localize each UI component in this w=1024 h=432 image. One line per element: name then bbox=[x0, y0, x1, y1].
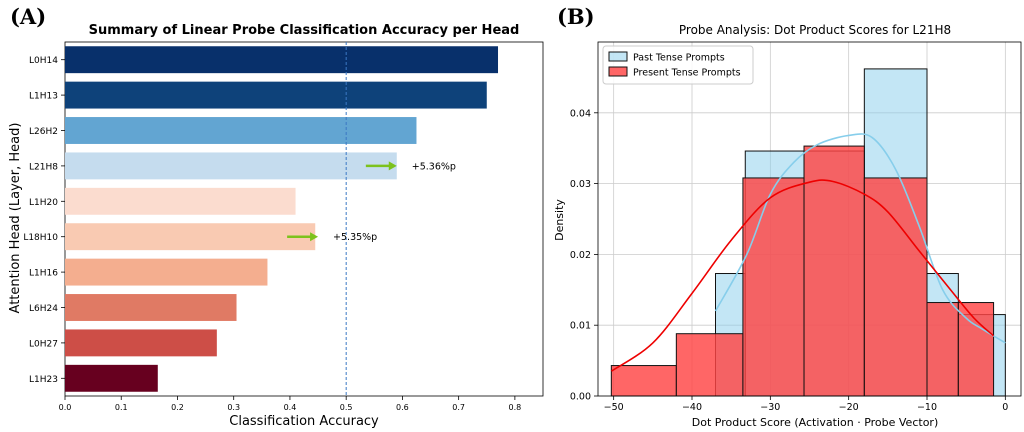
x-tick-label: 0.4 bbox=[284, 403, 297, 412]
y-tick-label-l18h10: L18H10 bbox=[23, 233, 58, 243]
bar-l26h2 bbox=[65, 117, 417, 144]
x-tick-label: 0.3 bbox=[227, 403, 240, 412]
left-plot-frame bbox=[64, 41, 544, 397]
panel-label-b: (B) bbox=[557, 4, 595, 29]
left-chart-ylabel: Attention Head (Layer, Head) bbox=[8, 123, 23, 314]
panel-label-a: (A) bbox=[10, 4, 47, 29]
y-tick-label-l26h2: L26H2 bbox=[29, 127, 58, 137]
bar-l0h27 bbox=[65, 329, 217, 357]
improvement-label: +5.35%p bbox=[333, 232, 377, 243]
x-tick-label: 0.1 bbox=[115, 403, 128, 412]
bar-l1h20 bbox=[65, 187, 296, 215]
bar-l0h14 bbox=[65, 46, 499, 74]
bar-l18h10 bbox=[65, 223, 316, 251]
y-tick-label-l6h24: L6H24 bbox=[29, 304, 58, 314]
x-tick-label: 0.0 bbox=[59, 403, 72, 412]
x-tick-label: 0.6 bbox=[396, 403, 409, 412]
y-tick-label-l21h8: L21H8 bbox=[29, 162, 58, 172]
improvement-arrow-head bbox=[388, 161, 397, 171]
left-chart-title: Summary of Linear Probe Classification A… bbox=[89, 23, 520, 38]
bar-l1h23 bbox=[65, 364, 158, 392]
y-tick-label-l1h20: L1H20 bbox=[29, 198, 58, 208]
improvement-arrow-head bbox=[310, 232, 319, 242]
improvement-label: +5.36%p bbox=[412, 161, 456, 172]
y-tick-label-l1h16: L1H16 bbox=[29, 269, 58, 279]
x-tick-label: 0.5 bbox=[340, 403, 353, 412]
bar-l1h16 bbox=[65, 258, 268, 286]
bar-l6h24 bbox=[65, 294, 237, 321]
y-tick-label-l1h13: L1H13 bbox=[29, 92, 58, 102]
y-tick-label-l1h23: L1H23 bbox=[29, 375, 58, 385]
left-chart-xlabel: Classification Accuracy bbox=[229, 414, 379, 429]
x-tick-label: 0.8 bbox=[509, 403, 522, 412]
bar-l21h8 bbox=[65, 152, 397, 180]
y-tick-label-l0h27: L0H27 bbox=[29, 339, 58, 349]
bar-l1h13 bbox=[65, 81, 487, 109]
y-tick-label-l0h14: L0H14 bbox=[29, 56, 58, 66]
x-tick-label: 0.2 bbox=[171, 403, 184, 412]
x-tick-label: 0.7 bbox=[452, 403, 465, 412]
